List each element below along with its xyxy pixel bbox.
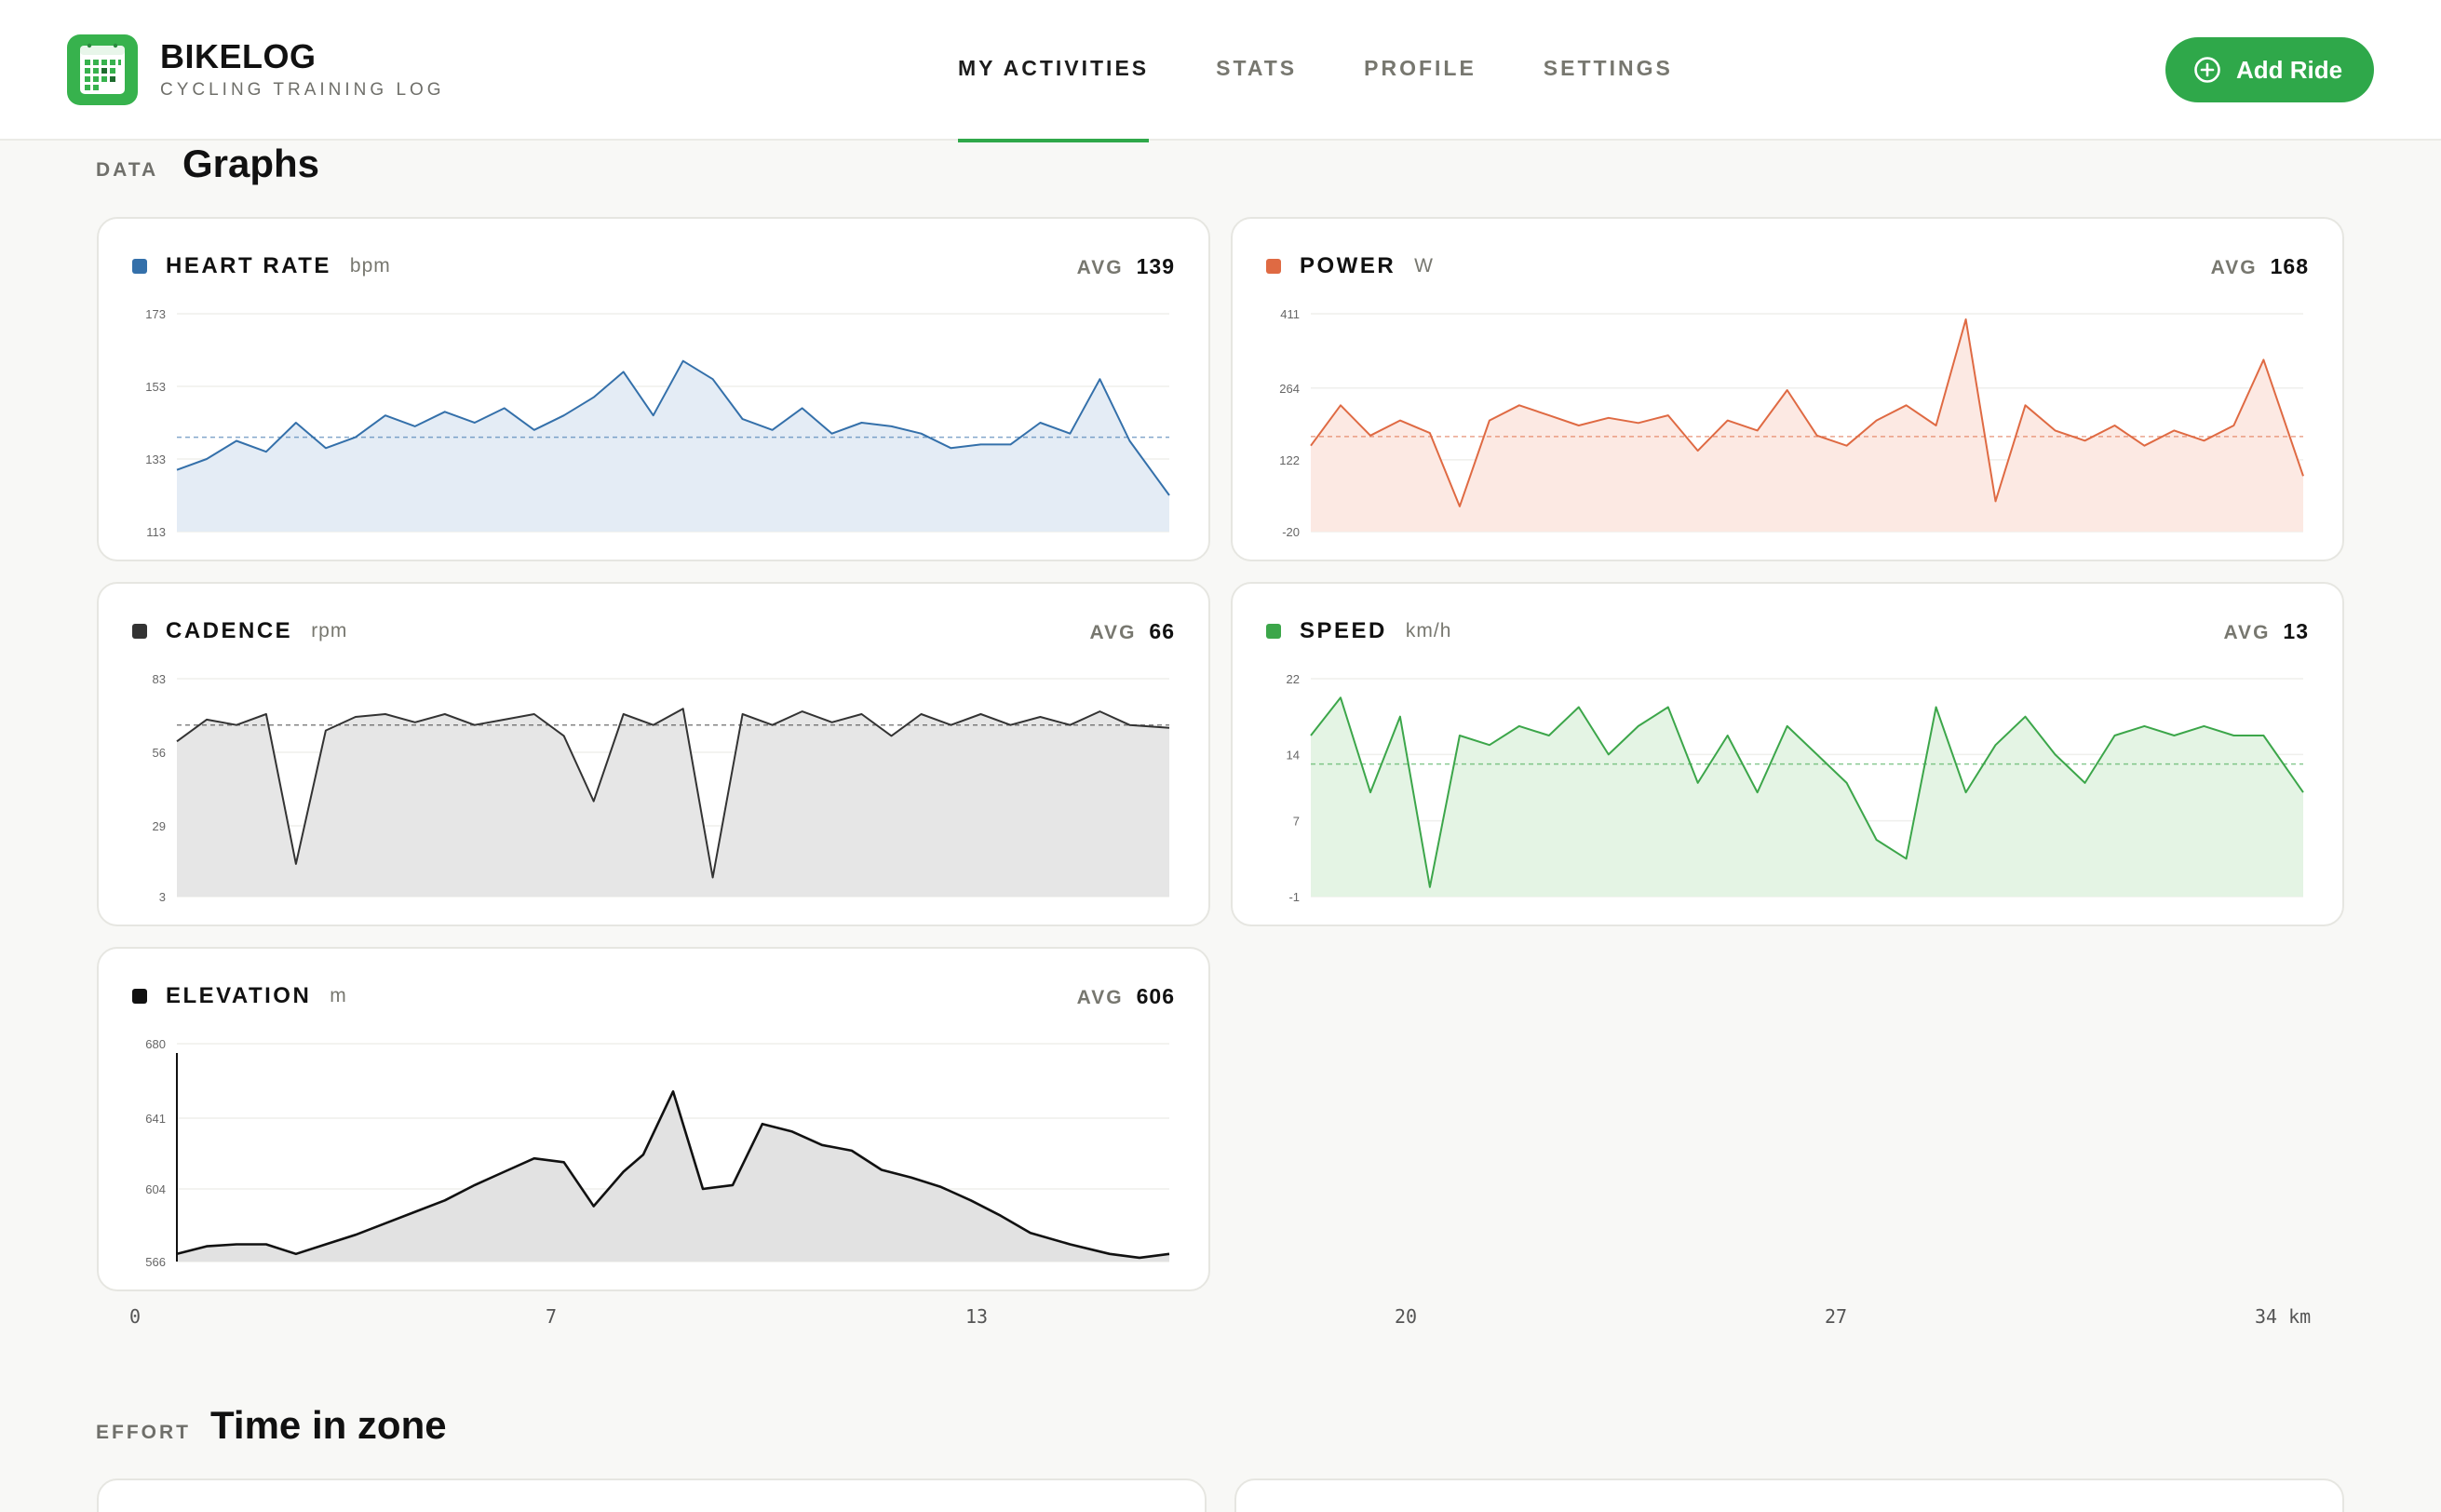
x-tick-2: 13 [965, 1305, 989, 1328]
cadence-y-tick-3: 3 [159, 890, 166, 904]
bikelog-logo-icon[interactable] [67, 34, 138, 105]
cadence-y-tick-0: 83 [153, 672, 166, 686]
speed-y-tick-1: 14 [1287, 748, 1300, 762]
elevation-chart: 680 641 604 566 [145, 1037, 1170, 1269]
zone-card-right [1234, 1478, 2344, 1512]
power-title: POWER [1300, 253, 1396, 278]
heart-rate-avg-label: AVG [1076, 256, 1124, 278]
heart-rate-legend-swatch [132, 259, 147, 274]
heart_rate-y-tick-1: 153 [145, 380, 166, 394]
nav-my-activities[interactable]: MY ACTIVITIES [958, 0, 1150, 142]
heart_rate-y-tick-2: 133 [145, 452, 166, 466]
heart-rate-header: HEART RATE bpm AVG 139 [132, 252, 1175, 280]
speed-chart: 22 14 7 -1 [1287, 672, 2304, 904]
heart_rate-area [177, 360, 1169, 532]
nav-settings[interactable]: SETTINGS [1543, 56, 1673, 80]
elevation-avg-label: AVG [1076, 986, 1124, 1008]
power-series-line [1310, 318, 2304, 507]
cadence-avg-label: AVG [1089, 621, 1137, 643]
effort-section-title: Time in zone [210, 1403, 447, 1447]
power-header: POWER W AVG 168 [1266, 252, 2309, 280]
power-y-tick-0: 411 [1280, 307, 1300, 321]
elevation-header: ELEVATION m AVG 606 [132, 982, 1175, 1010]
x-tick-1: 7 [546, 1305, 558, 1328]
heart-rate-unit: bpm [349, 255, 391, 277]
elevation-avg-value: 606 [1136, 983, 1175, 1008]
speed-avg-label: AVG [2223, 621, 2271, 643]
speed-avg-value: 13 [2283, 618, 2309, 643]
heart-rate-avg-value: 139 [1136, 253, 1175, 278]
app-subtitle: CYCLING TRAINING LOG [160, 80, 445, 100]
plus-circle-icon [2194, 57, 2220, 83]
power-card: POWER W AVG 168 411 264 122 -20 [1231, 217, 2344, 561]
heart_rate-series-line [176, 359, 1170, 496]
elevation-card: ELEVATION m AVG 606 680 641 604 566 [97, 947, 1210, 1291]
speed-y-tick-2: 7 [1293, 815, 1300, 829]
cadence-chart: 83 56 29 3 [153, 672, 1170, 904]
elevation-y-tick-1: 641 [145, 1112, 166, 1126]
add-ride-button[interactable]: Add Ride [2165, 37, 2374, 102]
graphs-section-title: Graphs [182, 142, 320, 185]
cadence-y-tick-2: 29 [153, 819, 166, 833]
speed-y-tick-3: -1 [1288, 890, 1300, 904]
elevation-y-tick-2: 604 [145, 1182, 166, 1196]
power-y-tick-1: 264 [1279, 382, 1300, 396]
elevation-title: ELEVATION [166, 983, 312, 1008]
cadence-legend-swatch [132, 624, 147, 639]
heart_rate-y-tick-3: 113 [146, 525, 166, 539]
elevation-legend-swatch [132, 989, 147, 1004]
x-tick-0: 0 [129, 1305, 142, 1328]
cadence-avg-value: 66 [1149, 618, 1175, 643]
speed-header: SPEED km/h AVG 13 [1266, 617, 2309, 645]
effort-section-label: EFFORT [96, 1422, 191, 1443]
elevation-y-tick-0: 680 [145, 1037, 166, 1051]
power-area [1311, 319, 2303, 532]
zone-card-left [97, 1478, 1207, 1512]
speed-series-line [1310, 696, 2304, 888]
x-tick-3: 20 [1395, 1305, 1418, 1328]
speed-card: SPEED km/h AVG 13 22 14 7 -1 [1231, 582, 2344, 926]
heart_rate-y-tick-0: 173 [145, 307, 166, 321]
x-tick-5: 34 km [2255, 1305, 2312, 1328]
power-legend-swatch [1266, 259, 1281, 274]
elevation-area [177, 1091, 1169, 1262]
power-avg-value: 168 [2270, 253, 2309, 278]
distance-axis: 0 7 13 20 27 34 km [0, 1305, 2441, 1333]
app-title: BIKELOG [160, 37, 317, 75]
power-unit: W [1414, 255, 1434, 277]
elevation-series-line [176, 1090, 1170, 1260]
nav-profile[interactable]: PROFILE [1364, 56, 1477, 80]
cadence-card: CADENCE rpm AVG 66 83 56 29 3 [97, 582, 1210, 926]
heart-rate-card: HEART RATE bpm AVG 139 173 153 133 113 [97, 217, 1210, 561]
power-y-tick-3: -20 [1282, 525, 1300, 539]
power-y-tick-2: 122 [1279, 453, 1300, 467]
cadence-area [177, 709, 1169, 897]
elevation-unit: m [330, 985, 347, 1006]
elevation-y-tick-3: 566 [145, 1255, 166, 1269]
speed-area [1311, 697, 2303, 897]
graphs-section-label: DATA [96, 159, 159, 181]
cadence-unit: rpm [311, 620, 348, 641]
speed-y-tick-0: 22 [1287, 672, 1300, 686]
app-header: BIKELOG CYCLING TRAINING LOG MY ACTIVITI… [0, 0, 2441, 142]
heart-rate-chart: 173 153 133 113 [145, 307, 1170, 539]
power-chart: 411 264 122 -20 [1279, 307, 2304, 539]
heart-rate-title: HEART RATE [166, 253, 331, 278]
speed-title: SPEED [1300, 618, 1387, 643]
speed-unit: km/h [1405, 620, 1452, 641]
cadence-title: CADENCE [166, 618, 293, 643]
power-avg-label: AVG [2210, 256, 2258, 278]
speed-legend-swatch [1266, 624, 1281, 639]
cadence-y-tick-1: 56 [153, 746, 166, 760]
add-ride-label: Add Ride [2236, 55, 2343, 84]
nav-stats[interactable]: STATS [1216, 56, 1298, 80]
main-nav: MY ACTIVITIES STATS PROFILE SETTINGS [958, 0, 1740, 142]
cadence-header: CADENCE rpm AVG 66 [132, 617, 1175, 645]
x-tick-4: 27 [1825, 1305, 1848, 1328]
cadence-series-line [176, 708, 1170, 879]
